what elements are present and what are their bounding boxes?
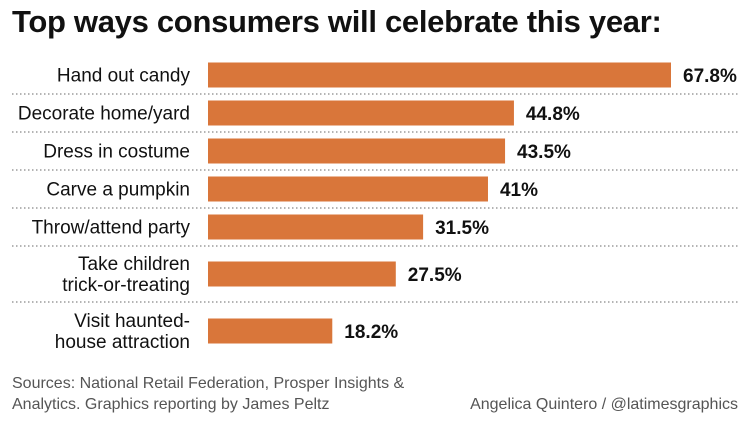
value-label: 67.8% [683,66,737,87]
bar-chart: Hand out candy 67.8% Decorate home/yard 44.… [12,62,738,353]
value-label: 18.2% [344,322,398,343]
category-label: Visit haunted- [74,311,190,332]
category-label: Hand out candy [57,66,191,87]
bar [208,318,333,344]
credit-line: Angelica Quintero / @latimesgraphics [470,396,738,413]
value-label: 31.5% [435,218,489,239]
value-label: 41% [500,180,538,201]
category-label: Take children [78,254,190,275]
bar [208,176,488,202]
value-label: 44.8% [526,104,580,125]
chart-title: Top ways consumers will celebrate this y… [12,4,662,39]
value-label: 27.5% [408,265,462,286]
bar [208,214,424,240]
category-label: Decorate home/yard [18,104,190,125]
category-label: Dress in costume [43,142,190,163]
value-label: 43.5% [517,142,571,163]
category-label: Carve a pumpkin [46,180,190,201]
category-label: house attraction [55,332,190,353]
sources-note: Sources: National Retail Federation, Pro… [12,375,405,413]
category-label: trick-or-treating [62,275,190,296]
bar [208,261,396,287]
bar [208,138,506,164]
bar [208,62,671,88]
bar [208,100,514,126]
category-label: Throw/attend party [32,218,191,239]
